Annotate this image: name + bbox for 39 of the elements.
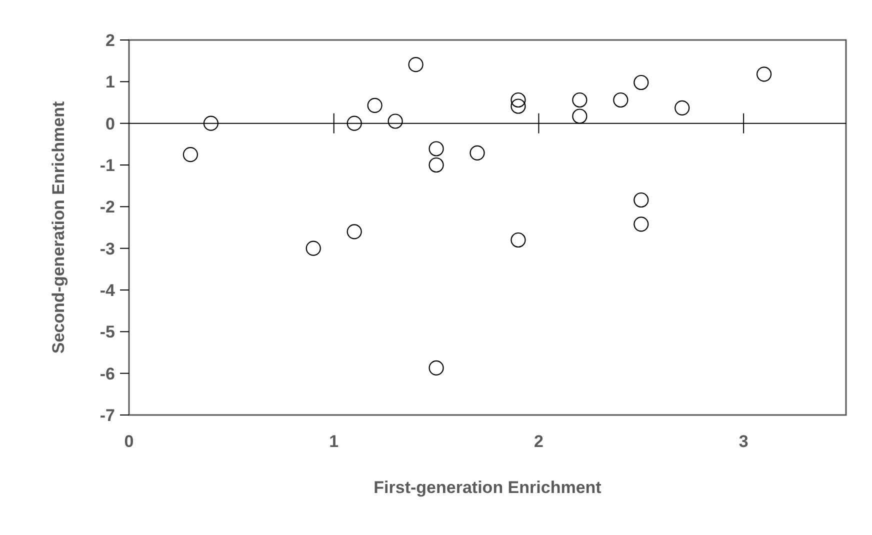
x-tick-label: 2 [534, 432, 544, 451]
point [428, 360, 444, 376]
point [613, 92, 628, 108]
y-tick-label: -6 [100, 364, 115, 384]
point [388, 114, 403, 129]
point [367, 98, 382, 113]
point [346, 116, 362, 131]
point [634, 192, 649, 208]
point [510, 92, 526, 108]
x-tick-label: 1 [329, 432, 339, 451]
y-tick-label: -3 [100, 239, 115, 258]
y-tick-label: -1 [100, 156, 115, 175]
point [428, 157, 444, 173]
y-tick-label: -2 [100, 198, 115, 217]
y-tick-label: -5 [100, 322, 115, 342]
point [182, 147, 198, 162]
point [634, 74, 649, 90]
point [510, 232, 526, 248]
point [346, 224, 362, 240]
x-tick-label: 3 [738, 432, 748, 451]
point [470, 145, 485, 160]
y-tick-label: 2 [106, 30, 115, 50]
y-tick-label: 0 [106, 114, 115, 134]
x-axis-title: First-generation Enrichment [374, 478, 602, 497]
y-tick-label: 1 [106, 72, 115, 92]
point [674, 100, 690, 116]
y-tick-label: -4 [100, 280, 116, 300]
y-axis-title: Second-generation Enrichment [49, 101, 68, 354]
point [306, 240, 321, 256]
point [572, 108, 588, 124]
point [408, 57, 424, 72]
point [634, 216, 649, 232]
point [510, 98, 526, 114]
point [572, 92, 588, 108]
x-tick-label: 0 [124, 432, 134, 451]
point [203, 116, 218, 131]
point [756, 66, 772, 82]
y-tick-label: -7 [100, 406, 115, 425]
point [428, 141, 444, 156]
